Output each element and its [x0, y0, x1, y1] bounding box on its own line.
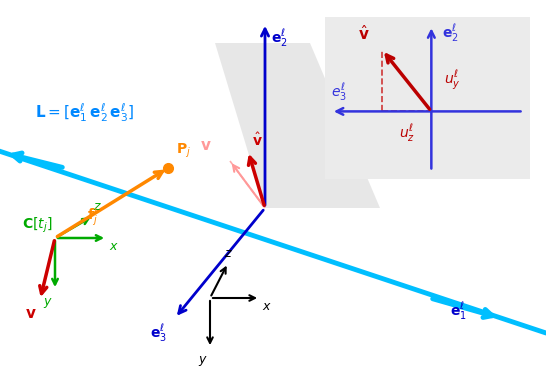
Text: $\mathbf{L} = [\mathbf{e}_1^\ell\, \mathbf{e}_2^\ell\, \mathbf{e}_3^\ell]$: $\mathbf{L} = [\mathbf{e}_1^\ell\, \math… — [35, 102, 134, 125]
Text: $\hat{\mathbf{v}}$: $\hat{\mathbf{v}}$ — [358, 24, 370, 43]
Text: $\mathbf{f}_j'$: $\mathbf{f}_j'$ — [87, 207, 98, 228]
Text: $e_3^\ell$: $e_3^\ell$ — [331, 82, 347, 103]
Text: $\mathbf{P}_j$: $\mathbf{P}_j$ — [176, 142, 191, 160]
Text: $y$: $y$ — [43, 296, 53, 310]
Text: $u_z^\ell$: $u_z^\ell$ — [399, 123, 415, 144]
Text: $x$: $x$ — [262, 300, 272, 313]
Text: $\hat{\mathbf{v}}$: $\hat{\mathbf{v}}$ — [252, 132, 263, 149]
Text: $\mathbf{e}_3^\ell$: $\mathbf{e}_3^\ell$ — [150, 323, 167, 344]
Text: $z$: $z$ — [224, 247, 233, 260]
Text: $\mathbf{e}_1^\ell$: $\mathbf{e}_1^\ell$ — [450, 301, 467, 322]
Text: $x$: $x$ — [109, 240, 119, 253]
Text: $z$: $z$ — [93, 200, 102, 213]
Text: $\mathbf{e}_2^\ell$: $\mathbf{e}_2^\ell$ — [442, 22, 458, 44]
Polygon shape — [215, 43, 380, 208]
Text: $\mathbf{v}$: $\mathbf{v}$ — [200, 138, 212, 153]
Text: $y$: $y$ — [198, 354, 208, 368]
Text: $\mathbf{C}[t_j]$: $\mathbf{C}[t_j]$ — [21, 216, 52, 235]
Text: $\mathbf{v}$: $\mathbf{v}$ — [25, 306, 37, 321]
Text: $u_y^\ell$: $u_y^\ell$ — [443, 69, 460, 92]
Text: $\mathbf{e}_2^\ell$: $\mathbf{e}_2^\ell$ — [271, 28, 288, 49]
